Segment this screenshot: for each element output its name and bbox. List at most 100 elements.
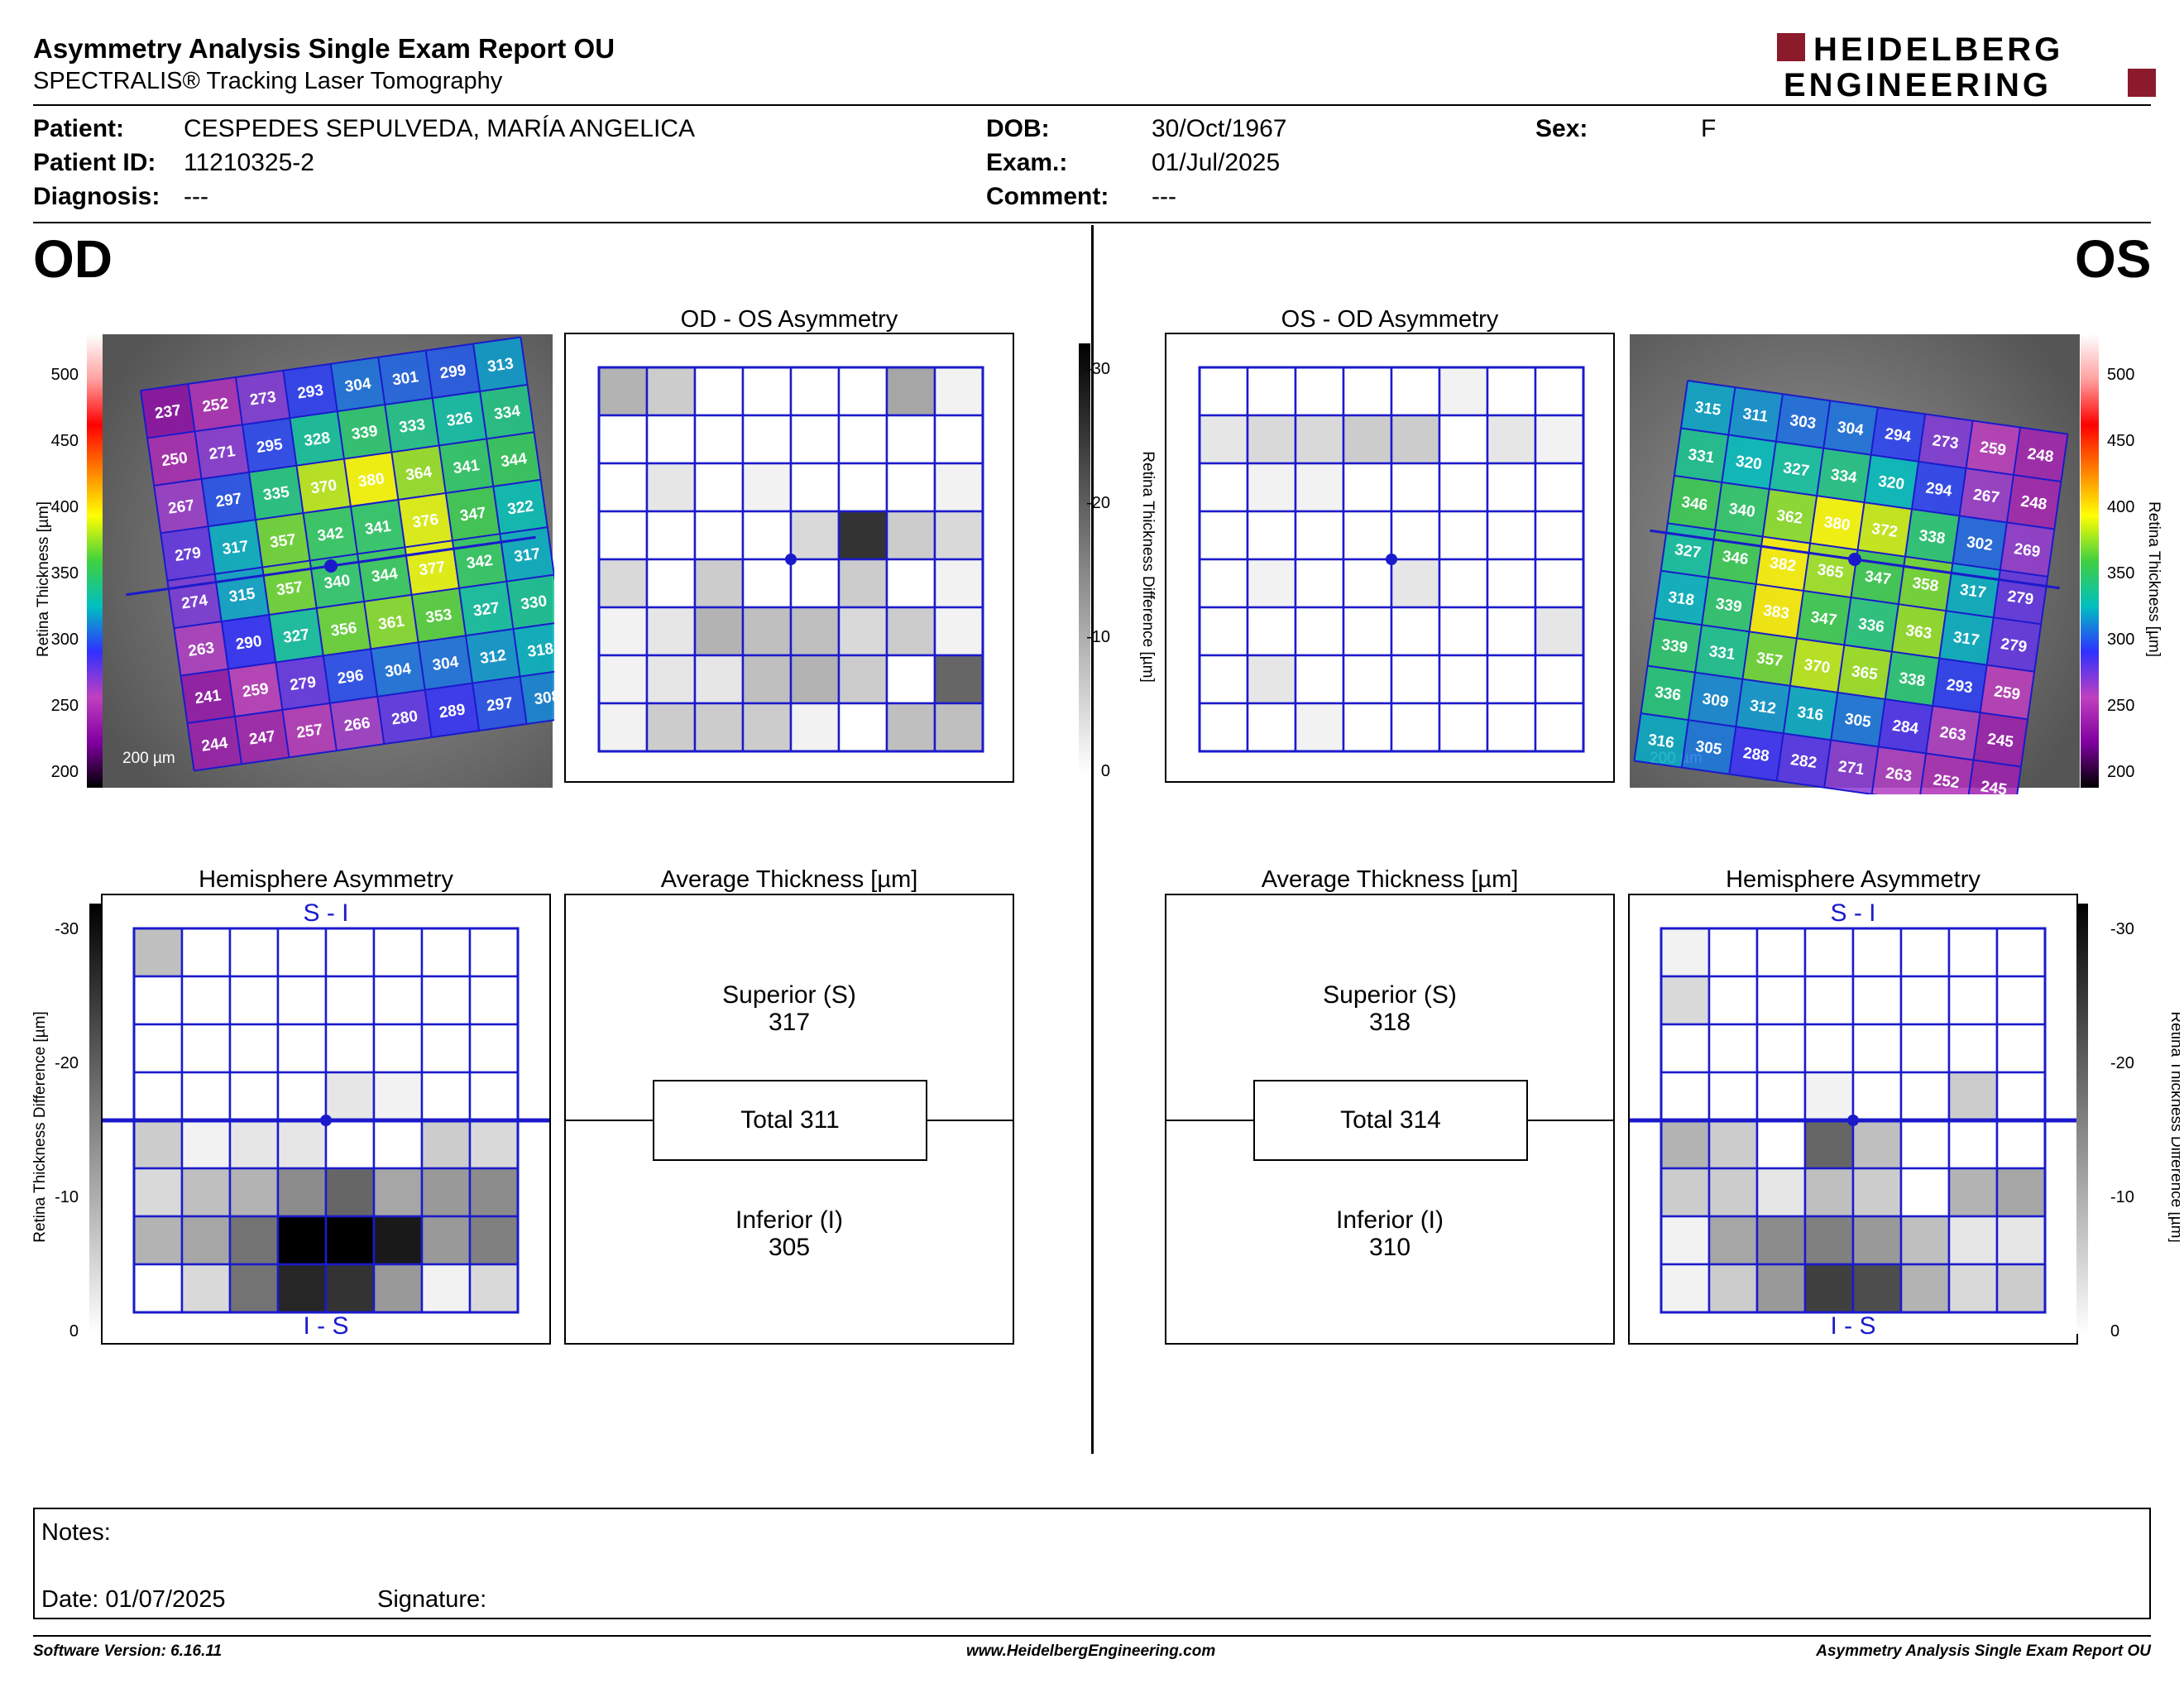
os-map-cell	[1952, 516, 2007, 570]
od-asym-cell	[933, 558, 984, 609]
os-hemi-cell	[1707, 975, 1759, 1026]
difference-axis-label: Retina Thickness Difference [µm]	[2167, 1011, 2180, 1243]
od-asym-cell	[645, 510, 697, 561]
os-inferior-value: 310	[1368, 1234, 1411, 1261]
od-asymmetry-title: OD - OS Asymmetry	[680, 306, 898, 333]
os-map-cell	[1918, 414, 1973, 468]
od-hemi-cell	[132, 1263, 184, 1314]
os-hemisphere-title: Hemisphere Asymmetry	[1726, 866, 1980, 893]
od-fovea-marker	[785, 554, 797, 565]
os-map-cell	[2013, 427, 2068, 482]
od-hemi-cell	[372, 1023, 424, 1074]
os-asym-cell	[1390, 510, 1441, 561]
od-asym-cell	[933, 510, 984, 561]
os-map-cell	[1831, 692, 1885, 747]
od-map-value: 301	[391, 368, 420, 389]
od-map-value: 347	[459, 504, 487, 525]
os-hemi-cell	[1851, 1119, 1903, 1170]
logo-line1: HEIDELBERG	[1813, 31, 2063, 68]
od-hemi-cell	[132, 1071, 184, 1122]
od-asym-cell	[741, 366, 793, 417]
od-map-cell	[249, 465, 304, 520]
od-map-value: 259	[242, 680, 270, 701]
od-hemi-cell	[372, 927, 424, 978]
od-hemi-cell	[468, 1071, 520, 1122]
od-map-value: 241	[194, 687, 223, 707]
od-map-cell	[343, 452, 399, 507]
os-asym-cell	[1198, 366, 1249, 417]
os-hemi-cell	[1947, 1215, 1999, 1266]
difference-tick: -20	[55, 1054, 79, 1072]
od-map-value: 274	[180, 592, 209, 612]
os-map-cell	[1667, 475, 1722, 530]
od-hemi-cell	[228, 1023, 280, 1074]
thickness-tick: 250	[51, 697, 79, 715]
thickness-tick: 450	[2107, 432, 2134, 450]
os-map-value: 365	[1851, 663, 1880, 683]
os-hemi-cell	[1899, 1167, 1951, 1218]
od-asym-cell	[597, 654, 649, 705]
od-asym-cell	[741, 510, 793, 561]
os-map-value: 327	[1782, 459, 1810, 480]
os-map-value: 312	[1749, 697, 1777, 717]
od-map-cell	[296, 458, 351, 514]
od-hemi-cell	[324, 1167, 376, 1218]
os-map-value: 383	[1762, 602, 1790, 623]
od-scale-text: 200 µm	[122, 750, 175, 767]
od-map-cell	[330, 357, 386, 412]
difference-tick: -30	[55, 920, 79, 938]
os-map-value: 294	[1924, 479, 1953, 500]
os-map-cell	[1966, 420, 2021, 475]
os-map-cell	[1789, 638, 1845, 693]
notes-box[interactable]: Notes: Date: 01/07/2025 Signature:	[33, 1508, 2151, 1619]
website: www.HeidelbergEngineering.com	[966, 1642, 1216, 1660]
od-asym-cell	[645, 414, 697, 465]
os-asym-cell	[1294, 654, 1345, 705]
od-map-cell	[438, 439, 494, 493]
os-map-cell	[1762, 489, 1818, 544]
os-map-value: 305	[1844, 711, 1873, 731]
od-asym-cell	[933, 414, 984, 465]
od-map-value: 244	[200, 735, 229, 755]
od-map-cell	[256, 513, 310, 568]
os-map-value: 346	[1722, 548, 1750, 568]
od-asym-cell	[789, 510, 841, 561]
od-map-cell	[486, 432, 541, 487]
od-map-cell	[221, 615, 276, 669]
od-hemisphere-title: Hemisphere Asymmetry	[199, 866, 453, 893]
od-map-cell	[194, 424, 250, 479]
thickness-tick: 200	[2107, 763, 2134, 781]
os-hemi-fovea	[1847, 1115, 1859, 1126]
difference-color-bar	[89, 904, 101, 1334]
os-hemi-cell	[1803, 1215, 1855, 1266]
od-hemi-cell	[324, 1263, 376, 1314]
od-asym-cell	[741, 654, 793, 705]
os-asym-cell	[1198, 558, 1249, 609]
od-map-value: 364	[405, 463, 433, 484]
od-map-cell	[147, 431, 202, 486]
os-hemi-cell	[1947, 1023, 1999, 1074]
od-hemi-cell	[372, 1167, 424, 1218]
od-hemi-cell	[276, 1263, 328, 1314]
patient-id: 11210325-2	[184, 149, 314, 176]
od-asym-cell	[693, 558, 745, 609]
od-map-value: 317	[221, 538, 249, 559]
os-map-value: 331	[1707, 643, 1736, 664]
os-map-value: 316	[1796, 703, 1824, 724]
os-hemi-cell	[1851, 975, 1903, 1026]
os-map-value: 320	[1735, 453, 1763, 473]
od-hemi-cell	[468, 927, 520, 978]
od-map-value: 357	[269, 531, 297, 552]
os-map-value: 362	[1775, 507, 1803, 528]
od-map-value: 273	[249, 388, 277, 409]
logo-line2: ENGINEERING	[1784, 67, 2052, 101]
os-map-value: 316	[1647, 731, 1675, 752]
od-map-cell	[154, 478, 208, 534]
os-hemi-cell	[1947, 975, 1999, 1026]
os-asym-cell	[1246, 366, 1297, 417]
os-asym-cell	[1486, 558, 1537, 609]
os-hemi-cell	[1707, 1071, 1759, 1122]
os-map-cell	[1878, 698, 1933, 754]
od-asym-cell	[693, 606, 745, 657]
os-average-panel: Superior (S) 318 Total 314 Inferior (I) …	[1165, 894, 1615, 1345]
